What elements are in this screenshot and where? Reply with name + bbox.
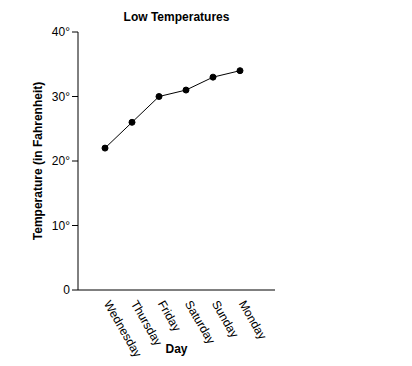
svg-text:Monday: Monday	[236, 298, 269, 342]
svg-text:20°: 20°	[52, 154, 70, 168]
svg-text:Temperature (in Fahrenheit): Temperature (in Fahrenheit)	[31, 82, 45, 240]
svg-text:30°: 30°	[52, 90, 70, 104]
svg-text:0: 0	[63, 283, 70, 297]
svg-text:Sunday: Sunday	[208, 298, 242, 341]
html-text:Day: Day	[165, 342, 188, 356]
svg-text:Friday: Friday	[155, 298, 184, 334]
svg-text:Thursday: Thursday	[127, 298, 166, 349]
html-text:Low Temperatures: Low Temperatures	[123, 10, 230, 24]
svg-text:40°: 40°	[52, 25, 70, 39]
svg-text:Saturday: Saturday	[181, 298, 219, 347]
svg-text:10°: 10°	[52, 219, 70, 233]
